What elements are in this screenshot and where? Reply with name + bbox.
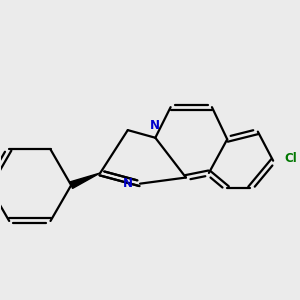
Text: N: N bbox=[123, 177, 133, 190]
Text: N: N bbox=[150, 118, 160, 132]
Polygon shape bbox=[70, 173, 100, 188]
Text: Cl: Cl bbox=[285, 152, 298, 165]
